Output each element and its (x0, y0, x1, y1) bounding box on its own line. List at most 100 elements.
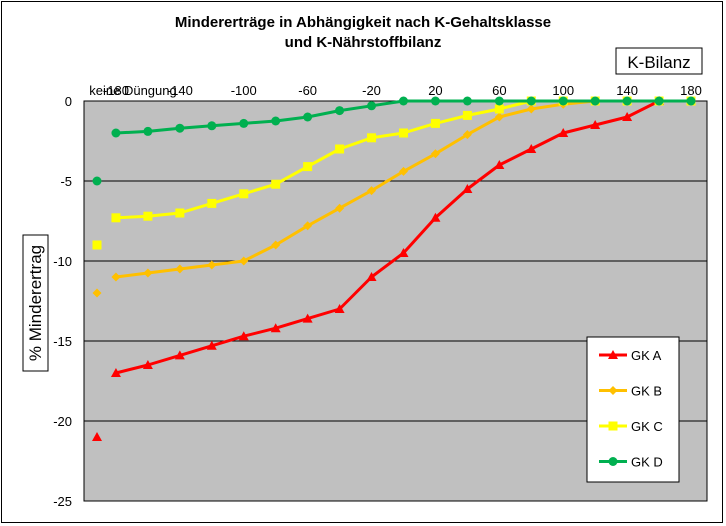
data-point (430, 96, 440, 106)
legend-swatch-marker (608, 350, 618, 359)
x-tick-label: -100 (231, 83, 257, 98)
data-point (558, 128, 569, 137)
chart-title-line-1: Mindererträge in Abhängigkeit nach K-Geh… (175, 14, 551, 31)
data-point (398, 96, 408, 106)
data-point (271, 240, 281, 250)
data-point (366, 272, 377, 281)
data-point (111, 272, 121, 282)
series-line (115, 99, 660, 375)
x-tick-label: -60 (298, 83, 317, 98)
data-point (175, 208, 185, 218)
data-point (622, 112, 633, 121)
x-tick-label: 140 (616, 83, 638, 98)
data-point (654, 96, 664, 106)
data-point (462, 184, 473, 193)
data-point (111, 128, 121, 138)
data-point (238, 331, 249, 341)
data-point (111, 213, 121, 223)
data-point (430, 118, 440, 128)
data-point (207, 121, 217, 131)
legend-item: GK B (599, 384, 662, 399)
data-point (430, 212, 441, 222)
data-point (335, 203, 345, 213)
legend-item: GK C (599, 419, 663, 434)
data-point (335, 106, 345, 116)
legend-label: GK A (631, 348, 662, 363)
data-point (462, 96, 472, 106)
data-point (143, 211, 153, 221)
y-tick-label: -20 (53, 414, 72, 429)
series-gk-d (92, 96, 696, 186)
data-point (239, 189, 249, 199)
x-tick-label: -140 (167, 83, 193, 98)
data-point (398, 128, 408, 138)
series-gk-a (92, 96, 665, 441)
data-point (270, 323, 281, 333)
data-point (430, 149, 440, 159)
data-point (526, 96, 536, 106)
data-point (175, 264, 185, 274)
data-point (335, 144, 345, 154)
data-point (494, 112, 504, 122)
data-point (239, 256, 249, 266)
y-tick-label: -10 (53, 254, 72, 269)
data-point (271, 116, 281, 126)
data-point (590, 96, 600, 106)
data-point (207, 198, 217, 208)
data-point (174, 350, 185, 360)
data-point (303, 112, 313, 122)
y-axis-title: % Minderertrag (26, 245, 45, 361)
legend-label: GK B (631, 384, 662, 399)
legend-label: GK D (631, 455, 663, 470)
data-point (303, 162, 313, 172)
y-tick-label: -5 (60, 174, 72, 189)
data-point (206, 340, 217, 350)
legend-swatch-marker (608, 386, 618, 395)
data-point (143, 268, 153, 278)
data-point (462, 130, 472, 140)
data-point (686, 96, 696, 106)
legend: GK A GK B GK C GK D (586, 336, 680, 483)
no-fertilization-point (92, 432, 102, 441)
data-point (462, 110, 472, 120)
x-tick-label: 100 (552, 83, 574, 98)
data-point (143, 126, 153, 136)
data-point (302, 313, 313, 323)
data-point (367, 101, 377, 111)
data-point (110, 368, 121, 377)
data-point (334, 304, 345, 313)
data-point (367, 186, 377, 196)
legend-label: GK C (631, 419, 663, 434)
data-point (207, 260, 217, 270)
data-point (526, 144, 537, 153)
y-tick-label: -15 (53, 334, 72, 349)
data-point (367, 133, 377, 143)
data-point (558, 96, 568, 106)
y-tick-label: -25 (53, 494, 72, 509)
data-point (142, 360, 153, 369)
legend-item: GK D (599, 455, 663, 470)
chart-title-line-2: und K-Nährstoffbilanz (285, 34, 442, 51)
data-point (175, 123, 185, 133)
data-point (494, 96, 504, 106)
data-point (303, 221, 313, 231)
x-axis-title-box (615, 47, 703, 75)
data-point (398, 248, 409, 257)
legend-swatch-marker (608, 457, 618, 466)
x-tick-label: -180 (103, 83, 129, 98)
data-point (526, 104, 536, 114)
x-tick-label: 20 (428, 83, 442, 98)
data-point (271, 179, 281, 189)
no-fertilization-point (92, 176, 102, 186)
data-point (590, 120, 601, 129)
no-fertilization-point (92, 288, 102, 298)
no-fertilization-point (92, 240, 102, 250)
no-fertilization-label: keine Düngung (89, 83, 176, 98)
legend-swatch-marker (608, 421, 618, 431)
legend-item: GK A (599, 348, 662, 363)
data-point (622, 96, 632, 106)
data-point (398, 166, 408, 176)
x-axis-title: K-Bilanz (627, 53, 690, 72)
